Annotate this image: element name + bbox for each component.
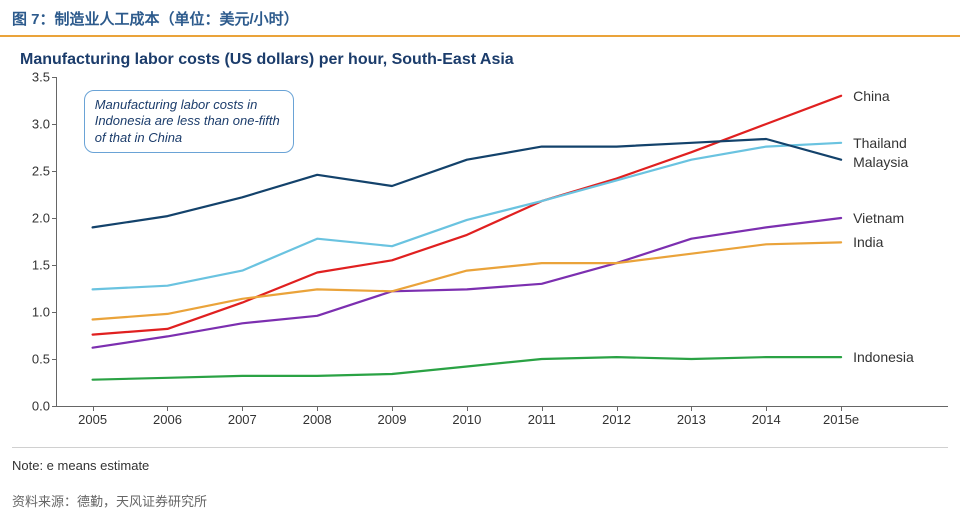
series-label-malaysia: Malaysia bbox=[853, 154, 908, 170]
series-label-thailand: Thailand bbox=[853, 135, 907, 151]
x-tick-mark bbox=[766, 406, 767, 411]
series-label-china: China bbox=[853, 88, 890, 104]
x-tick-label: 2007 bbox=[228, 412, 257, 427]
chart-container: Manufacturing labor costs (US dollars) p… bbox=[0, 37, 960, 411]
y-tick-label: 3.0 bbox=[32, 117, 50, 132]
series-label-vietnam: Vietnam bbox=[853, 210, 904, 226]
x-tick-mark bbox=[841, 406, 842, 411]
series-line-thailand bbox=[93, 143, 842, 290]
y-tick-label: 0.0 bbox=[32, 399, 50, 414]
y-tick-label: 2.0 bbox=[32, 211, 50, 226]
series-label-indonesia: Indonesia bbox=[853, 349, 914, 365]
x-tick-label: 2010 bbox=[452, 412, 481, 427]
y-tick-mark bbox=[52, 265, 57, 266]
y-tick-label: 1.0 bbox=[32, 305, 50, 320]
y-tick-mark bbox=[52, 124, 57, 125]
y-tick-mark bbox=[52, 406, 57, 407]
plot-area: Manufacturing labor costs in Indonesia a… bbox=[56, 77, 948, 407]
x-tick-mark bbox=[617, 406, 618, 411]
note-text: Note: e means estimate bbox=[12, 458, 149, 473]
figure-header-text: 图 7：制造业人工成本（单位：美元/小时） bbox=[12, 11, 299, 28]
y-axis: 0.00.51.01.52.02.53.03.5 bbox=[12, 77, 56, 407]
x-tick-mark bbox=[167, 406, 168, 411]
x-tick-label: 2008 bbox=[303, 412, 332, 427]
x-tick-mark bbox=[242, 406, 243, 411]
x-tick-label: 2015e bbox=[823, 412, 859, 427]
y-tick-mark bbox=[52, 77, 57, 78]
x-tick-label: 2005 bbox=[78, 412, 107, 427]
x-tick-mark bbox=[542, 406, 543, 411]
y-tick-mark bbox=[52, 359, 57, 360]
series-line-indonesia bbox=[93, 357, 842, 380]
y-tick-label: 1.5 bbox=[32, 258, 50, 273]
x-tick-label: 2006 bbox=[153, 412, 182, 427]
x-tick-label: 2014 bbox=[752, 412, 781, 427]
chart-title: Manufacturing labor costs (US dollars) p… bbox=[20, 51, 948, 69]
y-tick-mark bbox=[52, 218, 57, 219]
x-tick-label: 2012 bbox=[602, 412, 631, 427]
x-tick-label: 2011 bbox=[528, 412, 556, 427]
source-text: 资料来源：德勤，天风证券研究所 bbox=[12, 494, 207, 509]
x-tick-mark bbox=[392, 406, 393, 411]
y-tick-label: 3.5 bbox=[32, 70, 50, 85]
figure-header: 图 7：制造业人工成本（单位：美元/小时） bbox=[0, 0, 960, 37]
source-line: 资料来源：德勤，天风证券研究所 bbox=[12, 491, 948, 510]
series-line-vietnam bbox=[93, 218, 842, 348]
y-tick-mark bbox=[52, 171, 57, 172]
x-tick-mark bbox=[467, 406, 468, 411]
callout-box: Manufacturing labor costs in Indonesia a… bbox=[84, 90, 294, 153]
note-line: Note: e means estimate bbox=[12, 447, 948, 473]
y-tick-mark bbox=[52, 312, 57, 313]
x-tick-mark bbox=[691, 406, 692, 411]
y-tick-label: 0.5 bbox=[32, 352, 50, 367]
series-label-india: India bbox=[853, 234, 883, 250]
x-tick-mark bbox=[317, 406, 318, 411]
x-tick-label: 2009 bbox=[378, 412, 407, 427]
plot-outer: 0.00.51.01.52.02.53.03.5 Manufacturing l… bbox=[12, 77, 948, 407]
callout-text: Manufacturing labor costs in Indonesia a… bbox=[95, 97, 280, 145]
x-tick-label: 2013 bbox=[677, 412, 706, 427]
series-line-india bbox=[93, 242, 842, 319]
y-tick-label: 2.5 bbox=[32, 164, 50, 179]
x-tick-mark bbox=[93, 406, 94, 411]
